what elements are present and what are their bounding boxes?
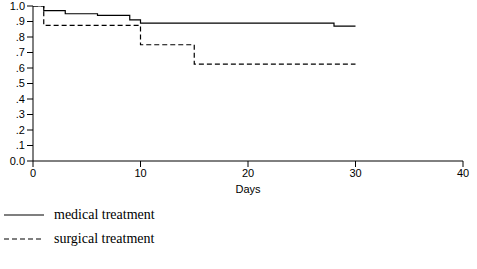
svg-text:.1: .1 <box>16 139 25 151</box>
svg-text:20: 20 <box>242 167 254 179</box>
svg-text:.9: .9 <box>16 15 25 27</box>
svg-text:0: 0 <box>30 167 36 179</box>
svg-text:40: 40 <box>457 167 469 179</box>
svg-text:.2: .2 <box>16 124 25 136</box>
svg-text:.6: .6 <box>16 62 25 74</box>
svg-text:.7: .7 <box>16 46 25 58</box>
svg-text:0.0: 0.0 <box>10 155 25 167</box>
svg-text:.3: .3 <box>16 108 25 120</box>
svg-text:.5: .5 <box>16 77 25 89</box>
svg-text:10: 10 <box>134 167 146 179</box>
svg-text:Days: Days <box>235 183 261 195</box>
html-text:medical treatment: medical treatment <box>54 207 155 222</box>
html-text:surgical treatment: surgical treatment <box>54 231 155 246</box>
svg-text:1.0: 1.0 <box>10 0 25 12</box>
svg-text:30: 30 <box>349 167 361 179</box>
svg-text:.4: .4 <box>16 93 25 105</box>
svg-text:.8: .8 <box>16 31 25 43</box>
